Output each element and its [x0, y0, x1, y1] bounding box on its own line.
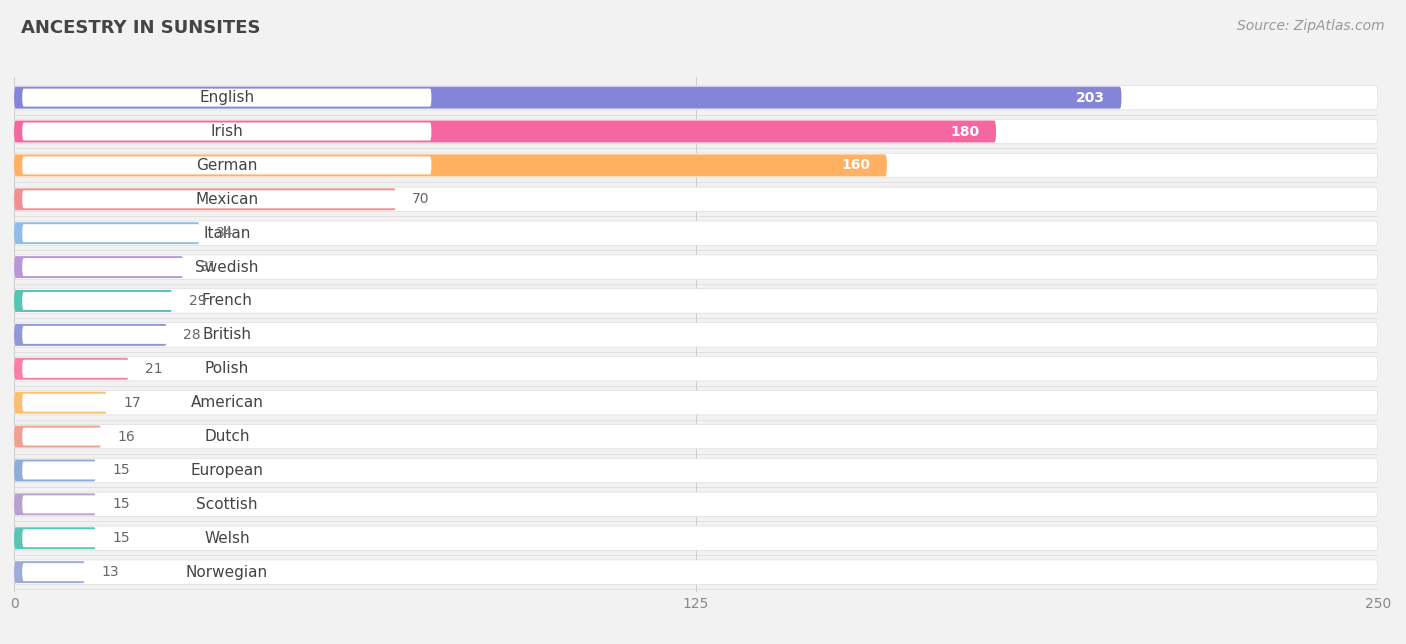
Text: 15: 15 — [112, 531, 129, 545]
Text: Welsh: Welsh — [204, 531, 250, 545]
FancyBboxPatch shape — [14, 560, 1378, 584]
FancyBboxPatch shape — [22, 428, 432, 446]
Text: 29: 29 — [188, 294, 207, 308]
FancyBboxPatch shape — [22, 258, 432, 276]
FancyBboxPatch shape — [22, 393, 432, 412]
Text: Mexican: Mexican — [195, 192, 259, 207]
FancyBboxPatch shape — [14, 323, 1378, 347]
Text: English: English — [200, 90, 254, 105]
FancyBboxPatch shape — [14, 527, 96, 549]
FancyBboxPatch shape — [14, 289, 1378, 313]
FancyBboxPatch shape — [22, 122, 432, 140]
Text: French: French — [201, 294, 252, 308]
FancyBboxPatch shape — [14, 459, 1378, 482]
FancyBboxPatch shape — [14, 187, 1378, 211]
Text: 34: 34 — [217, 226, 233, 240]
FancyBboxPatch shape — [22, 292, 432, 310]
Text: European: European — [190, 463, 263, 478]
FancyBboxPatch shape — [22, 563, 432, 581]
FancyBboxPatch shape — [14, 392, 107, 413]
Text: Source: ZipAtlas.com: Source: ZipAtlas.com — [1237, 19, 1385, 33]
FancyBboxPatch shape — [14, 119, 1378, 144]
FancyBboxPatch shape — [14, 188, 396, 211]
FancyBboxPatch shape — [22, 462, 432, 480]
FancyBboxPatch shape — [14, 526, 1378, 551]
FancyBboxPatch shape — [14, 324, 167, 346]
Text: Polish: Polish — [205, 361, 249, 376]
FancyBboxPatch shape — [14, 493, 96, 515]
Text: 15: 15 — [112, 464, 129, 477]
FancyBboxPatch shape — [22, 360, 432, 378]
FancyBboxPatch shape — [22, 495, 432, 513]
Text: Norwegian: Norwegian — [186, 565, 269, 580]
FancyBboxPatch shape — [14, 120, 995, 142]
Text: 203: 203 — [1076, 91, 1105, 104]
FancyBboxPatch shape — [14, 221, 1378, 245]
Text: 180: 180 — [950, 124, 980, 138]
FancyBboxPatch shape — [14, 459, 96, 482]
Text: 160: 160 — [842, 158, 870, 173]
FancyBboxPatch shape — [22, 224, 432, 242]
FancyBboxPatch shape — [22, 326, 432, 344]
Text: American: American — [190, 395, 263, 410]
Text: Italian: Italian — [202, 225, 250, 241]
Text: 13: 13 — [101, 565, 120, 579]
FancyBboxPatch shape — [14, 86, 1378, 110]
FancyBboxPatch shape — [22, 190, 432, 208]
Text: Swedish: Swedish — [195, 260, 259, 274]
Text: 70: 70 — [412, 193, 430, 206]
FancyBboxPatch shape — [14, 492, 1378, 516]
FancyBboxPatch shape — [14, 561, 84, 583]
Text: 15: 15 — [112, 497, 129, 511]
FancyBboxPatch shape — [14, 222, 200, 244]
Text: 17: 17 — [124, 395, 141, 410]
FancyBboxPatch shape — [14, 290, 173, 312]
Text: Dutch: Dutch — [204, 429, 250, 444]
FancyBboxPatch shape — [14, 255, 1378, 279]
FancyBboxPatch shape — [14, 153, 1378, 178]
Text: 16: 16 — [118, 430, 135, 444]
FancyBboxPatch shape — [14, 357, 1378, 381]
FancyBboxPatch shape — [14, 390, 1378, 415]
FancyBboxPatch shape — [22, 529, 432, 547]
FancyBboxPatch shape — [14, 358, 128, 380]
Text: ANCESTRY IN SUNSITES: ANCESTRY IN SUNSITES — [21, 19, 260, 37]
Text: 28: 28 — [183, 328, 201, 342]
FancyBboxPatch shape — [14, 256, 183, 278]
Text: Scottish: Scottish — [195, 497, 257, 512]
FancyBboxPatch shape — [14, 424, 1378, 449]
FancyBboxPatch shape — [14, 87, 1122, 109]
Text: German: German — [195, 158, 257, 173]
Text: 31: 31 — [200, 260, 217, 274]
FancyBboxPatch shape — [14, 426, 101, 448]
Text: 21: 21 — [145, 362, 163, 376]
Text: British: British — [202, 327, 252, 343]
FancyBboxPatch shape — [22, 156, 432, 175]
Text: Irish: Irish — [211, 124, 243, 139]
FancyBboxPatch shape — [22, 89, 432, 107]
FancyBboxPatch shape — [14, 155, 887, 176]
